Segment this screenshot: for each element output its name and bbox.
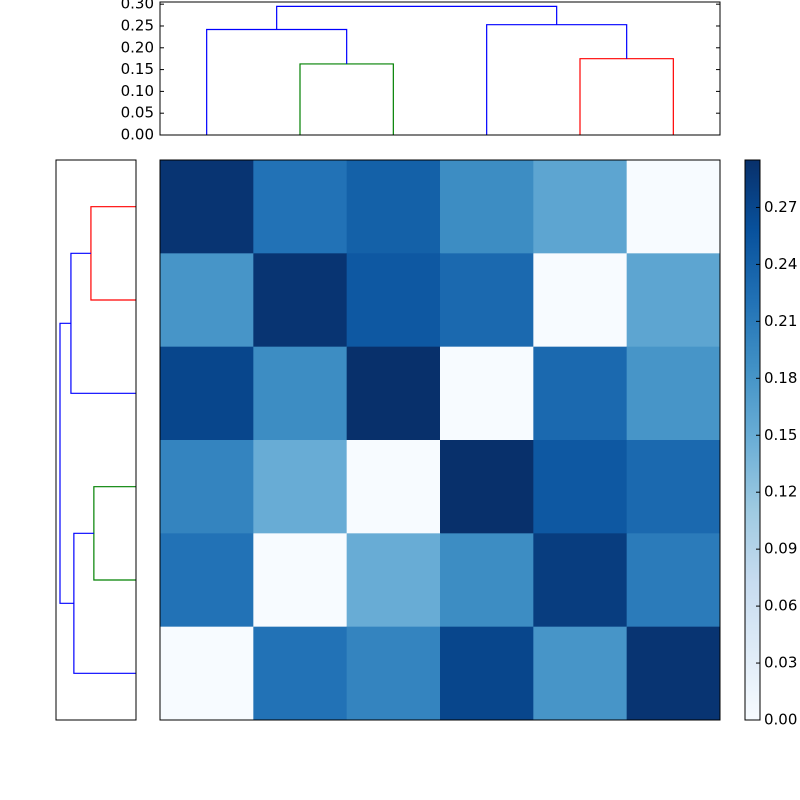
heatmap-cell xyxy=(626,533,721,628)
heatmap-cell xyxy=(160,253,254,348)
heatmap-cell xyxy=(160,440,254,534)
heatmap-cell xyxy=(533,253,628,348)
axes-frame xyxy=(159,159,721,721)
colorbar xyxy=(744,159,761,721)
heatmap-cell xyxy=(160,346,254,441)
dendrogram-link xyxy=(276,5,558,30)
heatmap-cell xyxy=(160,533,254,628)
heatmap-cell xyxy=(626,626,721,721)
heatmap-cell xyxy=(533,160,628,254)
heatmap-cell xyxy=(440,533,534,628)
colorbar-tick-label: 0.21 xyxy=(764,312,797,330)
heatmap-cell xyxy=(346,626,441,721)
y-tick-label: 0.05 xyxy=(121,104,154,122)
heatmap-cell xyxy=(626,253,721,348)
colorbar-tick-label: 0.09 xyxy=(764,540,797,558)
heatmap-cell xyxy=(533,533,628,628)
dendrogram-link xyxy=(299,63,394,135)
y-tick-label: 0.15 xyxy=(121,60,154,78)
y-tick-label: 0.25 xyxy=(121,16,154,34)
heatmap-cell xyxy=(253,533,348,628)
heatmap-cell xyxy=(160,626,254,721)
heatmap-cell xyxy=(440,626,534,721)
heatmap-cell xyxy=(346,346,441,441)
heatmap-cell xyxy=(626,440,721,534)
y-tick-label: 0.00 xyxy=(121,126,154,144)
dendrogram-link xyxy=(486,24,628,135)
heatmap-cell xyxy=(253,160,348,254)
colorbar-tick-label: 0.18 xyxy=(764,369,797,387)
dendrogram-link xyxy=(93,486,136,581)
axes-frame xyxy=(159,1,721,136)
colorbar-tick-label: 0.12 xyxy=(764,483,797,501)
heatmap-cell xyxy=(253,626,348,721)
colorbar-tick-label: 0.15 xyxy=(764,426,797,444)
dendrogram-link xyxy=(579,58,674,135)
heatmap-cell xyxy=(533,346,628,441)
heatmap-cell xyxy=(626,160,721,254)
heatmap-cell xyxy=(533,626,628,721)
heatmap-cell xyxy=(346,253,441,348)
axes-frame xyxy=(55,159,137,721)
heatmap-cell xyxy=(626,346,721,441)
heatmap-cell xyxy=(346,160,441,254)
heatmap-cell xyxy=(440,440,534,534)
heatmap-cell xyxy=(533,440,628,534)
y-tick-label: 0.20 xyxy=(121,38,154,56)
heatmap-cell xyxy=(440,160,534,254)
heatmap-cell xyxy=(253,440,348,534)
colorbar-tick-label: 0.06 xyxy=(764,597,797,615)
y-tick-label: 0.30 xyxy=(121,0,154,13)
y-tick-label: 0.10 xyxy=(121,82,154,100)
dendrogram-link xyxy=(206,28,348,135)
heatmap-cell xyxy=(346,533,441,628)
heatmap-cell xyxy=(346,440,441,534)
dendrogram-link xyxy=(70,252,136,394)
colorbar-tick-label: 0.24 xyxy=(764,255,797,273)
heatmap-cell xyxy=(253,346,348,441)
heatmap-cell xyxy=(160,160,254,254)
heatmap-cell xyxy=(440,253,534,348)
heatmap-cell xyxy=(440,346,534,441)
colorbar-tick-label: 0.00 xyxy=(764,711,797,729)
dendrogram-link xyxy=(90,206,136,301)
colorbar-tick-label: 0.27 xyxy=(764,198,797,216)
colorbar-tick-label: 0.03 xyxy=(764,654,797,672)
heatmap-cell xyxy=(253,253,348,348)
dendrogram-link xyxy=(59,322,74,604)
dendrogram-link xyxy=(73,532,136,674)
